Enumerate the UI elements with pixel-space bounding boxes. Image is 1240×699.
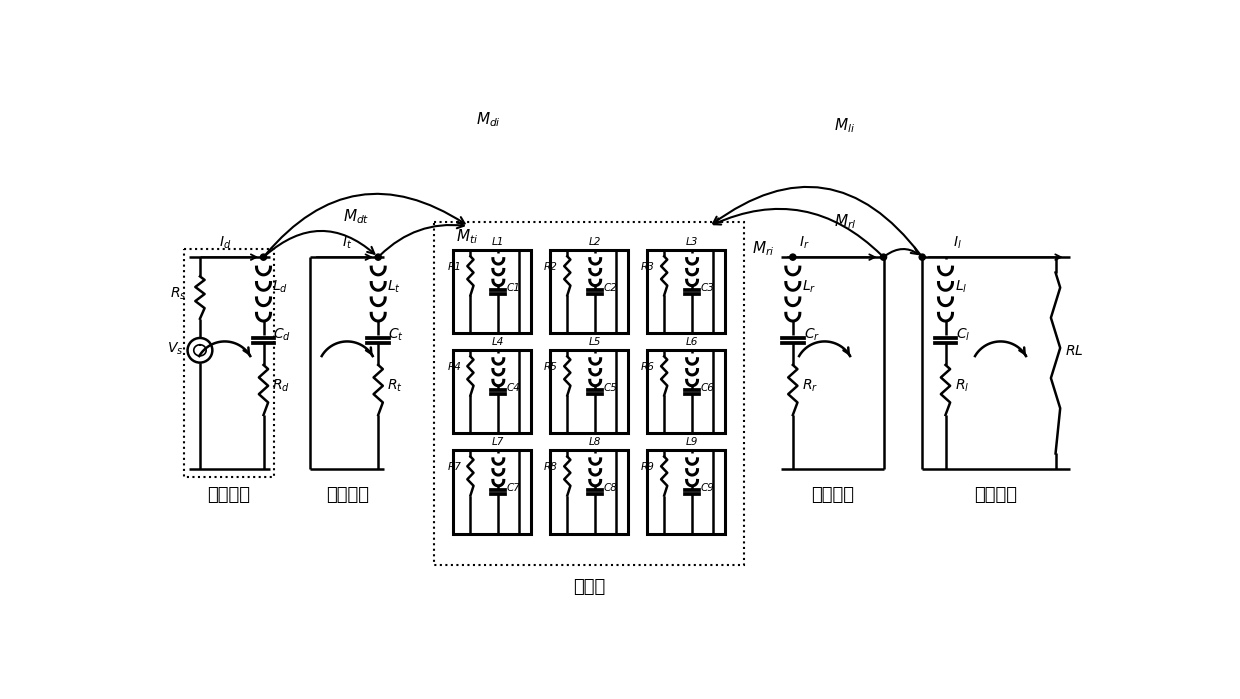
Text: $M_{di}$: $M_{di}$	[476, 110, 501, 129]
Text: $V_s$: $V_s$	[166, 340, 184, 357]
Text: $L_d$: $L_d$	[272, 278, 288, 295]
Text: C1: C1	[507, 283, 521, 293]
Text: R8: R8	[544, 462, 558, 473]
Text: $M_{ri}$: $M_{ri}$	[751, 239, 774, 258]
FancyArrowPatch shape	[265, 194, 465, 255]
Text: R5: R5	[544, 362, 558, 372]
Text: $M_{li}$: $M_{li}$	[835, 116, 856, 135]
Text: $R_l$: $R_l$	[955, 377, 970, 394]
Text: R1: R1	[448, 262, 461, 272]
Text: R3: R3	[641, 262, 655, 272]
Circle shape	[790, 254, 796, 260]
Bar	[454, 350, 531, 433]
Text: 负载线圈: 负载线圈	[975, 486, 1017, 504]
FancyArrowPatch shape	[885, 247, 918, 255]
Bar	[454, 250, 531, 333]
Text: $I_l$: $I_l$	[952, 234, 961, 251]
Text: 发射线圈: 发射线圈	[326, 486, 368, 504]
Text: $R_t$: $R_t$	[387, 377, 403, 394]
Bar	[551, 350, 627, 433]
Text: $R_s$: $R_s$	[170, 285, 187, 301]
Text: $C_r$: $C_r$	[804, 326, 820, 343]
Circle shape	[260, 254, 267, 260]
Text: L6: L6	[686, 337, 698, 347]
Bar	[184, 250, 274, 477]
Text: R4: R4	[448, 362, 461, 372]
Bar	[647, 450, 724, 533]
Text: $I_r$: $I_r$	[799, 234, 810, 251]
Text: $R_r$: $R_r$	[802, 377, 818, 394]
Text: $M_{rl}$: $M_{rl}$	[833, 212, 856, 231]
Text: R6: R6	[641, 362, 655, 372]
FancyArrowPatch shape	[381, 222, 464, 255]
Text: $C_t$: $C_t$	[387, 326, 403, 343]
Text: C9: C9	[701, 483, 714, 493]
Text: C5: C5	[604, 383, 618, 393]
Text: L8: L8	[589, 437, 601, 447]
Text: C7: C7	[507, 483, 521, 493]
Text: $C_l$: $C_l$	[956, 326, 971, 343]
Bar	[647, 250, 724, 333]
FancyArrowPatch shape	[714, 209, 882, 255]
Text: C8: C8	[604, 483, 618, 493]
Text: $L_r$: $L_r$	[802, 278, 816, 295]
Text: L1: L1	[492, 237, 505, 247]
Text: $L_l$: $L_l$	[955, 278, 967, 295]
Text: L7: L7	[492, 437, 505, 447]
Text: $R_d$: $R_d$	[272, 377, 290, 394]
Bar	[454, 450, 531, 533]
Text: L2: L2	[589, 237, 601, 247]
FancyArrowPatch shape	[713, 187, 920, 255]
Text: R9: R9	[641, 462, 655, 473]
FancyArrowPatch shape	[265, 231, 374, 255]
Text: $C_d$: $C_d$	[273, 326, 290, 343]
Text: 驱动线圈: 驱动线圈	[207, 486, 250, 504]
Text: R2: R2	[544, 262, 558, 272]
Text: R7: R7	[448, 462, 461, 473]
Text: 接收线圈: 接收线圈	[811, 486, 854, 504]
Text: L5: L5	[589, 337, 601, 347]
Text: $M_{ti}$: $M_{ti}$	[456, 228, 477, 247]
Text: C2: C2	[604, 283, 618, 293]
Text: $RL$: $RL$	[1065, 345, 1084, 359]
Circle shape	[919, 254, 925, 260]
Circle shape	[880, 254, 887, 260]
Text: C4: C4	[507, 383, 521, 393]
Bar	[647, 350, 724, 433]
Text: $I_d$: $I_d$	[219, 234, 232, 251]
Text: $L_t$: $L_t$	[387, 278, 401, 295]
Text: 超材料: 超材料	[573, 578, 605, 596]
Text: L3: L3	[686, 237, 698, 247]
Bar	[434, 222, 744, 565]
Circle shape	[374, 254, 382, 260]
Text: C6: C6	[701, 383, 714, 393]
Text: $M_{dt}$: $M_{dt}$	[343, 207, 370, 226]
Bar	[551, 450, 627, 533]
Text: L9: L9	[686, 437, 698, 447]
Text: $I_t$: $I_t$	[342, 234, 352, 251]
Text: C3: C3	[701, 283, 714, 293]
Text: L4: L4	[492, 337, 505, 347]
Bar	[551, 250, 627, 333]
